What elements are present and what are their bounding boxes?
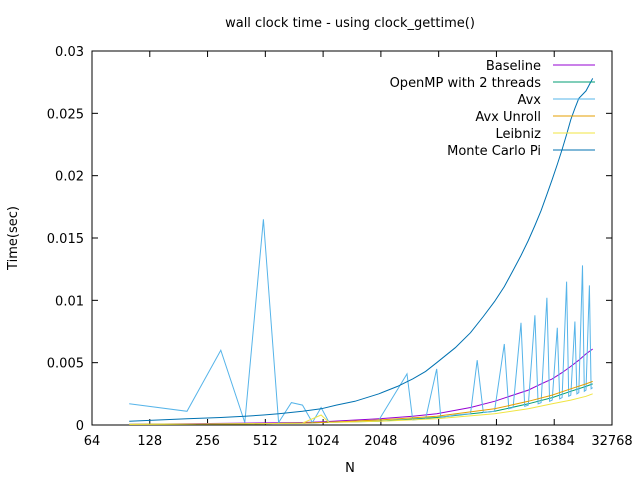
legend-label: Leibniz [495, 127, 541, 142]
y-tick-label: 0.025 [47, 107, 84, 122]
series-layer [129, 78, 594, 425]
x-tick-label: 64 [84, 434, 101, 449]
y-tick-label: 0.005 [47, 357, 84, 372]
x-tick-label: 256 [195, 434, 220, 449]
x-axis-label: N [345, 461, 355, 476]
axis-ticks: 64 128 256 512 1024 2048 4096 8192 16384 32768 0 0.… [47, 45, 633, 449]
x-tick-label: 128 [137, 434, 162, 449]
legend-label: OpenMP with 2 threads [390, 76, 542, 91]
series-line [129, 78, 594, 422]
legend-label: Avx Unroll [475, 110, 541, 125]
y-tick-label: 0.01 [55, 294, 84, 309]
x-tick-label: 16384 [534, 434, 575, 449]
x-tick-label: 2048 [364, 434, 397, 449]
x-tick-label: 512 [253, 434, 278, 449]
y-tick-label: 0.015 [47, 232, 84, 247]
y-tick-label: 0.03 [55, 45, 84, 60]
x-tick-label: 8192 [480, 434, 513, 449]
y-axis-label: Time(sec) [6, 206, 21, 271]
legend-label: Baseline [486, 59, 541, 74]
legend-label: Avx [517, 93, 541, 108]
y-tick-label: 0 [76, 419, 84, 434]
series-line [129, 393, 593, 425]
legend-label: Monte Carlo Pi [447, 144, 541, 159]
y-tick-label: 0.02 [55, 170, 84, 185]
chart-title: wall clock time - using clock_gettime() [225, 16, 475, 31]
x-tick-label: 1024 [307, 434, 340, 449]
series-line [129, 348, 593, 425]
x-tick-label: 32768 [591, 434, 632, 449]
x-tick-label: 4096 [422, 434, 455, 449]
legend: Baseline OpenMP with 2 threads Avx Avx Unro… [390, 59, 595, 159]
